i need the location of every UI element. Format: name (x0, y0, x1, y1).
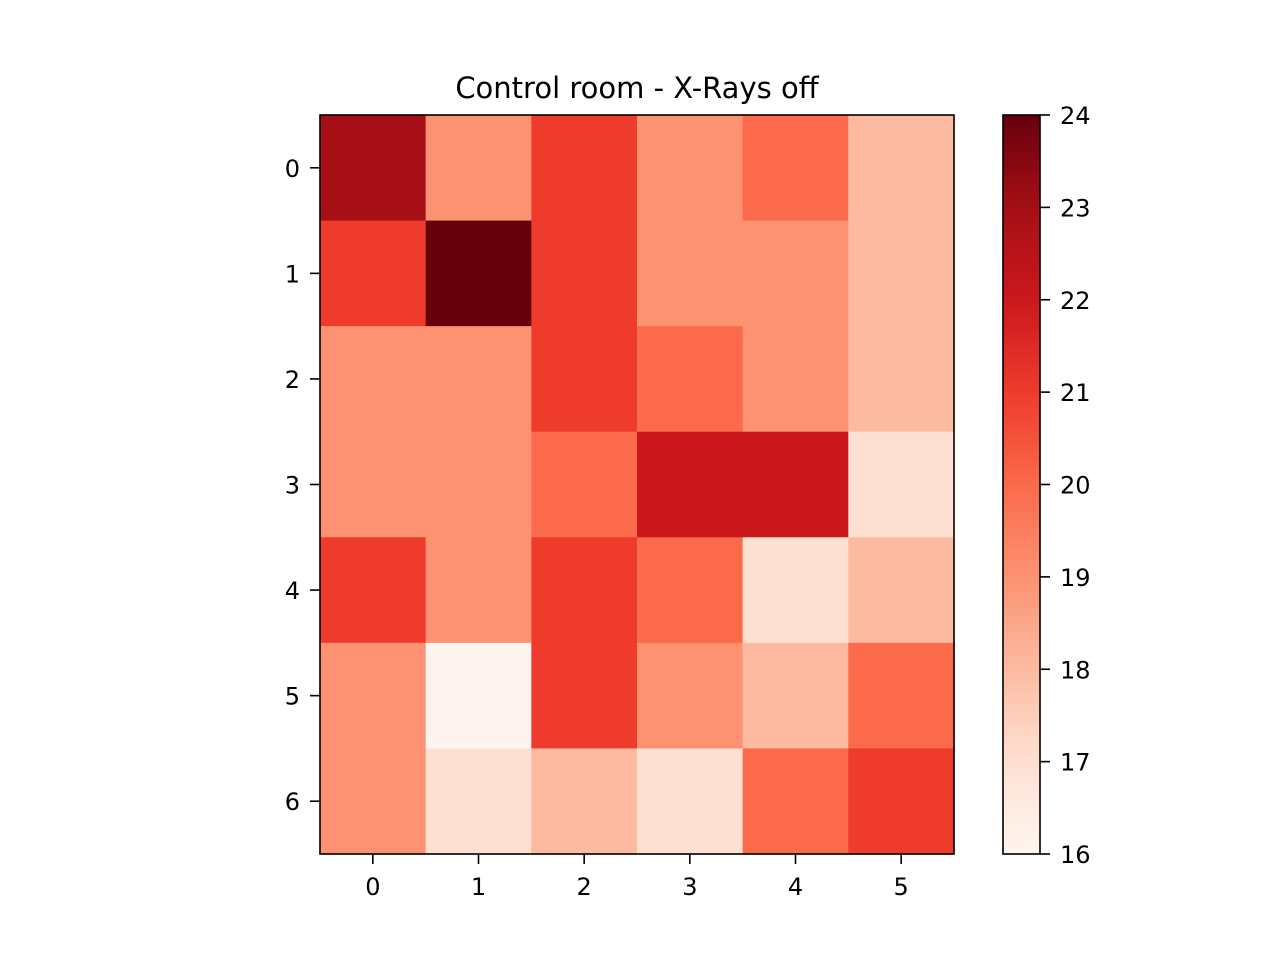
heatmap-cell (848, 431, 955, 538)
heatmap-cell (848, 537, 955, 644)
heatmap-cell (742, 115, 849, 222)
x-tick-label: 3 (682, 873, 697, 901)
heatmap-cell (320, 431, 427, 538)
colorbar-tick-label: 23 (1060, 194, 1091, 222)
y-tick-label: 6 (285, 788, 300, 816)
heatmap-cell (531, 748, 638, 855)
heatmap-cell (531, 326, 638, 433)
colorbar-tick-label: 16 (1060, 841, 1091, 869)
colorbar-tick-label: 22 (1060, 287, 1091, 315)
x-tick-label: 0 (365, 873, 380, 901)
heatmap-cell (320, 748, 427, 855)
heatmap-cell (425, 220, 532, 327)
x-tick-label: 2 (577, 873, 592, 901)
heatmap-cell (637, 220, 744, 327)
colorbar-tick-label: 18 (1060, 656, 1091, 684)
heatmap-cell (531, 537, 638, 644)
colorbar-tick-label: 17 (1060, 749, 1091, 777)
heatmap-cell (425, 326, 532, 433)
heatmap-cell (848, 642, 955, 750)
heatmap-cell (425, 537, 532, 644)
colorbar (1002, 114, 1041, 855)
heatmap-cell (848, 115, 955, 222)
heatmap-cell (848, 748, 955, 855)
heatmap-cell (320, 537, 427, 644)
y-axis: 0 1 2 3 4 5 6 (285, 155, 320, 816)
heatmap-cell (848, 326, 955, 433)
colorbar-tick-label: 20 (1060, 472, 1091, 500)
x-tick-label: 4 (788, 873, 803, 901)
heatmap-cell (320, 326, 427, 433)
y-tick-label: 5 (285, 683, 300, 711)
heatmap-cell (742, 537, 849, 644)
heatmap-cell (742, 220, 849, 327)
heatmap-cell (742, 748, 849, 855)
heatmap-cell (637, 748, 744, 855)
x-tick-label: 5 (894, 873, 909, 901)
y-tick-label: 4 (285, 577, 300, 605)
heatmap-cell (637, 326, 744, 433)
heatmap-cell (320, 220, 427, 327)
heatmap-cell (742, 431, 849, 538)
heatmap-cell (742, 326, 849, 433)
heatmap-cell (531, 220, 638, 327)
heatmap-cell (637, 431, 744, 538)
heatmap-cell (320, 642, 427, 750)
colorbar-tick-label: 19 (1060, 564, 1091, 592)
x-tick-label: 1 (471, 873, 486, 901)
colorbar-tick-label: 21 (1060, 379, 1091, 407)
heatmap-cell (425, 642, 532, 750)
y-tick-label: 2 (285, 366, 300, 394)
heatmap-cell (531, 115, 638, 222)
heatmap-cell (637, 537, 744, 644)
heatmap-cell (637, 115, 744, 222)
heatmap-cell (531, 431, 638, 538)
heatmap-cell (320, 115, 427, 222)
heatmap-cell (848, 220, 955, 327)
heatmap-cell (425, 748, 532, 855)
heatmap-cell (425, 431, 532, 538)
colorbar-axis: 16 17 18 19 20 21 22 23 24 (1040, 102, 1091, 869)
heatmap-cell (425, 115, 532, 222)
colorbar-tick-label: 24 (1060, 102, 1091, 130)
heatmap-cell (742, 642, 849, 750)
heatmap-cell (531, 642, 638, 750)
y-tick-label: 3 (285, 472, 300, 500)
y-tick-label: 0 (285, 155, 300, 183)
x-axis: 0 1 2 3 4 5 (365, 854, 909, 901)
heatmap-cells (320, 115, 955, 855)
y-tick-label: 1 (285, 260, 300, 288)
chart-title: Control room - X-Rays off (455, 71, 819, 105)
heatmap-cell (637, 642, 744, 750)
